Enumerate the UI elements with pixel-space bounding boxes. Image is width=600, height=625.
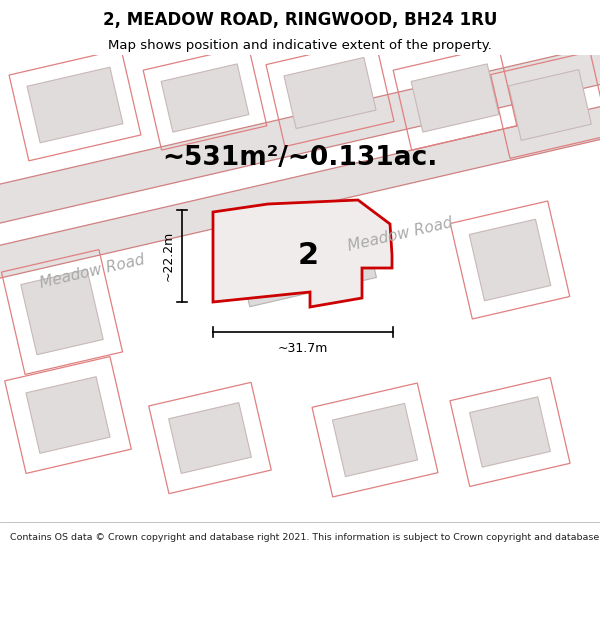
Polygon shape bbox=[233, 208, 376, 307]
Text: ~531m²/~0.131ac.: ~531m²/~0.131ac. bbox=[163, 145, 437, 171]
Polygon shape bbox=[0, 40, 600, 230]
Polygon shape bbox=[469, 219, 551, 301]
Polygon shape bbox=[213, 200, 392, 307]
Text: ~22.2m: ~22.2m bbox=[161, 231, 175, 281]
Polygon shape bbox=[27, 67, 123, 143]
Text: Contains OS data © Crown copyright and database right 2021. This information is : Contains OS data © Crown copyright and d… bbox=[10, 532, 600, 542]
Polygon shape bbox=[21, 269, 103, 355]
Polygon shape bbox=[169, 402, 251, 473]
Polygon shape bbox=[284, 58, 376, 129]
Text: Map shows position and indicative extent of the property.: Map shows position and indicative extent… bbox=[108, 39, 492, 51]
Polygon shape bbox=[161, 64, 249, 132]
Text: ~31.7m: ~31.7m bbox=[278, 341, 328, 354]
Polygon shape bbox=[470, 397, 550, 467]
Text: 2: 2 bbox=[298, 241, 319, 269]
Polygon shape bbox=[0, 101, 600, 285]
Text: Meadow Road: Meadow Road bbox=[346, 216, 454, 254]
Text: Meadow Road: Meadow Road bbox=[38, 253, 146, 291]
Polygon shape bbox=[509, 69, 592, 141]
Polygon shape bbox=[411, 64, 499, 132]
Text: 2, MEADOW ROAD, RINGWOOD, BH24 1RU: 2, MEADOW ROAD, RINGWOOD, BH24 1RU bbox=[103, 11, 497, 29]
Polygon shape bbox=[332, 403, 418, 477]
Polygon shape bbox=[26, 377, 110, 453]
